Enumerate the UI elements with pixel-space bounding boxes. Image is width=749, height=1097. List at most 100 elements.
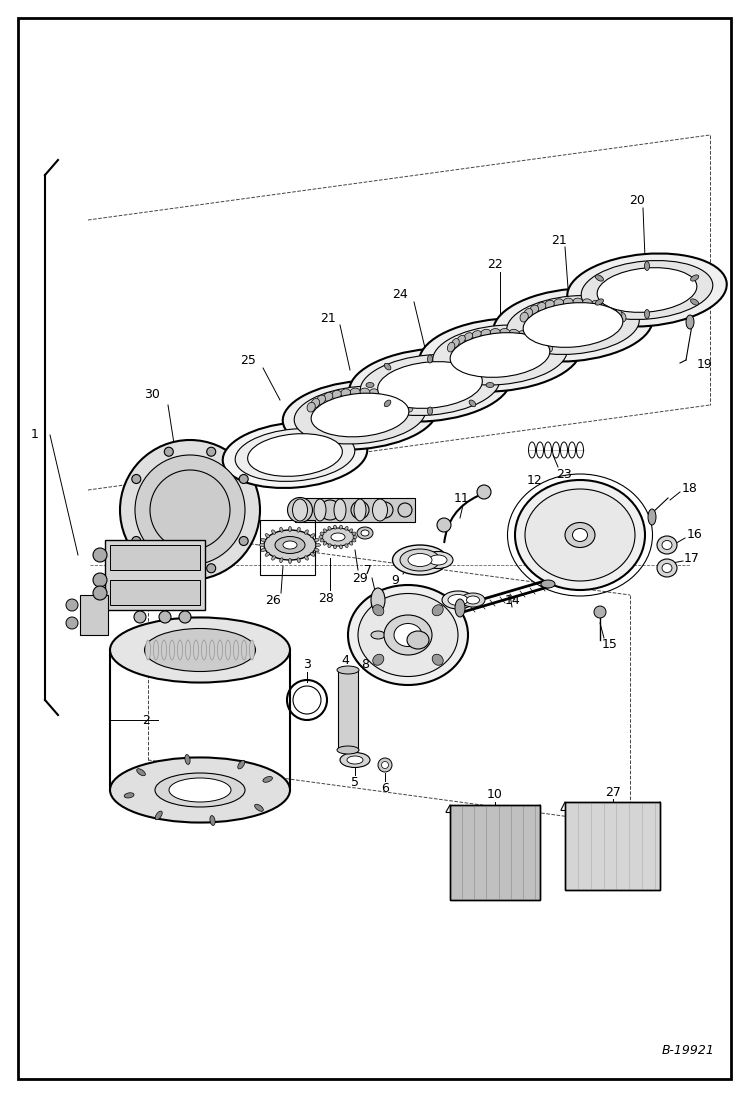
Ellipse shape bbox=[353, 535, 357, 539]
Ellipse shape bbox=[347, 756, 363, 764]
Text: 21: 21 bbox=[320, 312, 336, 325]
Ellipse shape bbox=[394, 623, 422, 646]
Ellipse shape bbox=[337, 666, 359, 674]
Ellipse shape bbox=[93, 586, 107, 600]
Ellipse shape bbox=[371, 588, 385, 612]
Text: 16: 16 bbox=[687, 528, 703, 541]
Ellipse shape bbox=[110, 757, 290, 823]
Ellipse shape bbox=[381, 761, 389, 769]
Ellipse shape bbox=[404, 403, 413, 412]
Ellipse shape bbox=[464, 332, 473, 341]
Ellipse shape bbox=[193, 640, 198, 660]
Text: 29: 29 bbox=[352, 572, 368, 585]
Ellipse shape bbox=[373, 654, 383, 665]
Ellipse shape bbox=[263, 777, 273, 782]
Text: 13: 13 bbox=[442, 626, 458, 640]
Ellipse shape bbox=[419, 318, 580, 392]
Text: 12: 12 bbox=[527, 474, 543, 486]
Text: 9: 9 bbox=[391, 574, 399, 587]
Ellipse shape bbox=[120, 440, 260, 580]
Ellipse shape bbox=[472, 330, 481, 338]
Ellipse shape bbox=[360, 388, 370, 396]
Ellipse shape bbox=[361, 530, 369, 536]
Ellipse shape bbox=[400, 548, 440, 572]
Ellipse shape bbox=[93, 573, 107, 587]
Text: 3: 3 bbox=[303, 658, 311, 671]
Ellipse shape bbox=[307, 403, 315, 412]
Text: 21: 21 bbox=[551, 234, 567, 247]
Ellipse shape bbox=[378, 758, 392, 772]
Ellipse shape bbox=[339, 545, 342, 548]
Ellipse shape bbox=[442, 591, 474, 609]
Ellipse shape bbox=[583, 298, 592, 307]
Ellipse shape bbox=[345, 544, 348, 547]
Ellipse shape bbox=[93, 548, 107, 562]
Text: 8: 8 bbox=[361, 658, 369, 671]
Ellipse shape bbox=[573, 298, 583, 306]
Bar bbox=[371, 600, 385, 635]
Ellipse shape bbox=[225, 640, 231, 660]
Ellipse shape bbox=[288, 527, 291, 532]
Ellipse shape bbox=[310, 553, 315, 556]
Ellipse shape bbox=[455, 599, 465, 617]
Text: 22: 22 bbox=[487, 259, 503, 271]
Ellipse shape bbox=[265, 553, 270, 556]
Ellipse shape bbox=[348, 585, 468, 685]
Ellipse shape bbox=[530, 305, 539, 315]
Ellipse shape bbox=[523, 303, 623, 348]
Ellipse shape bbox=[288, 558, 291, 564]
Ellipse shape bbox=[179, 611, 191, 623]
Ellipse shape bbox=[407, 631, 429, 649]
Ellipse shape bbox=[311, 398, 320, 408]
Text: 2: 2 bbox=[142, 713, 150, 726]
Ellipse shape bbox=[567, 253, 727, 327]
Bar bbox=[450, 805, 540, 900]
Ellipse shape bbox=[333, 525, 336, 529]
Ellipse shape bbox=[186, 640, 190, 660]
Ellipse shape bbox=[392, 545, 447, 575]
Ellipse shape bbox=[490, 329, 500, 336]
Ellipse shape bbox=[132, 475, 141, 484]
Ellipse shape bbox=[581, 261, 713, 319]
Ellipse shape bbox=[341, 388, 351, 397]
Ellipse shape bbox=[509, 329, 519, 337]
Ellipse shape bbox=[554, 298, 563, 307]
Ellipse shape bbox=[461, 593, 485, 607]
Ellipse shape bbox=[314, 499, 326, 521]
Ellipse shape bbox=[169, 778, 231, 802]
Ellipse shape bbox=[185, 755, 190, 765]
Text: 26: 26 bbox=[265, 593, 281, 607]
Text: 19: 19 bbox=[697, 359, 713, 372]
Ellipse shape bbox=[320, 500, 340, 520]
Ellipse shape bbox=[305, 556, 309, 561]
Text: 4: 4 bbox=[341, 654, 349, 667]
Ellipse shape bbox=[315, 543, 321, 546]
Ellipse shape bbox=[66, 599, 78, 611]
Ellipse shape bbox=[334, 499, 346, 521]
Ellipse shape bbox=[311, 393, 409, 437]
Ellipse shape bbox=[207, 448, 216, 456]
Ellipse shape bbox=[328, 544, 331, 547]
Ellipse shape bbox=[644, 309, 649, 318]
Ellipse shape bbox=[401, 398, 409, 408]
Text: 7: 7 bbox=[364, 565, 372, 577]
Ellipse shape bbox=[261, 539, 266, 542]
Ellipse shape bbox=[437, 518, 451, 532]
Text: 24: 24 bbox=[392, 289, 408, 302]
Ellipse shape bbox=[331, 533, 345, 541]
Ellipse shape bbox=[354, 499, 366, 521]
Ellipse shape bbox=[319, 535, 323, 539]
Ellipse shape bbox=[657, 559, 677, 577]
Text: 18: 18 bbox=[682, 482, 698, 495]
Text: 5: 5 bbox=[351, 776, 359, 789]
Ellipse shape bbox=[520, 313, 528, 323]
Ellipse shape bbox=[369, 388, 380, 397]
Ellipse shape bbox=[261, 548, 266, 552]
Ellipse shape bbox=[155, 773, 245, 807]
Text: 10: 10 bbox=[487, 789, 503, 802]
Ellipse shape bbox=[384, 615, 432, 655]
Text: 20: 20 bbox=[629, 193, 645, 206]
Ellipse shape bbox=[352, 539, 356, 542]
Ellipse shape bbox=[519, 330, 528, 338]
Text: 6: 6 bbox=[381, 781, 389, 794]
